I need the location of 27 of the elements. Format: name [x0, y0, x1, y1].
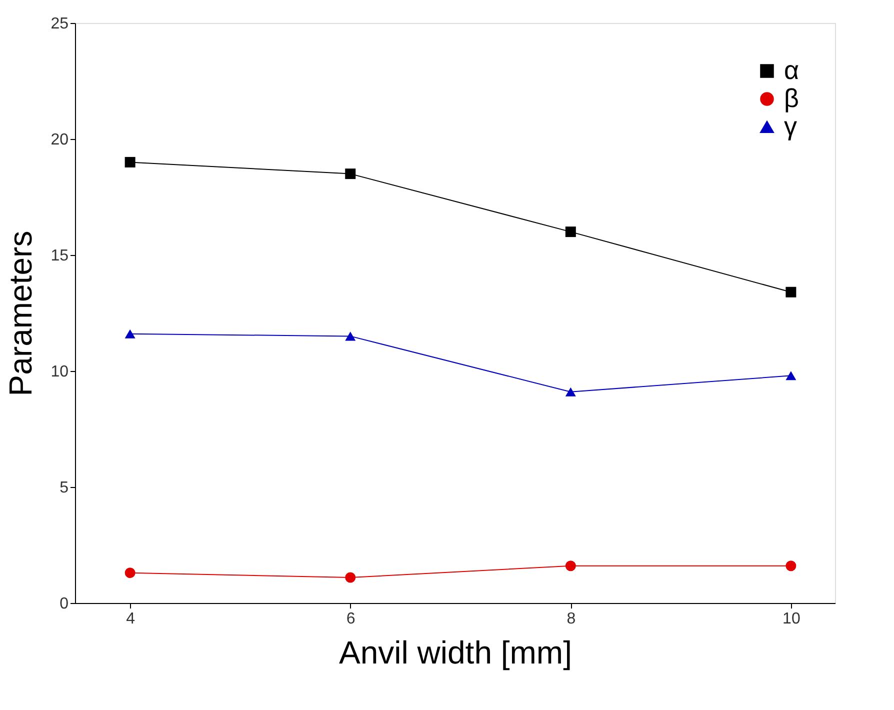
- y-tick-label: 25: [50, 16, 69, 32]
- x-tick-label: 4: [126, 610, 136, 628]
- point: [345, 572, 356, 583]
- x-tick-label: 10: [782, 610, 800, 628]
- point: [786, 286, 796, 298]
- y-axis-title: Parameters: [2, 230, 39, 396]
- point: [565, 387, 576, 396]
- y-tick-label: 5: [60, 480, 69, 496]
- y-tick-label: 10: [50, 364, 69, 380]
- point: [345, 168, 356, 180]
- x-tick-label: 6: [346, 610, 356, 628]
- point: [565, 560, 576, 572]
- point: [345, 332, 356, 341]
- point: [124, 568, 136, 578]
- x-tick-label: 8: [566, 610, 576, 628]
- point: [565, 226, 576, 238]
- point: [124, 156, 136, 168]
- x-axis-title: Anvil width [mm]: [339, 634, 572, 670]
- point: [786, 371, 796, 380]
- legend-label: α: [784, 55, 800, 85]
- legend-label: β: [784, 83, 799, 113]
- y-tick-label: 20: [50, 132, 69, 148]
- y-tick-label: 15: [50, 248, 69, 264]
- point: [786, 560, 796, 572]
- legend-label: γ: [784, 111, 797, 141]
- y-tick-label: 0: [60, 596, 69, 612]
- point: [124, 329, 136, 338]
